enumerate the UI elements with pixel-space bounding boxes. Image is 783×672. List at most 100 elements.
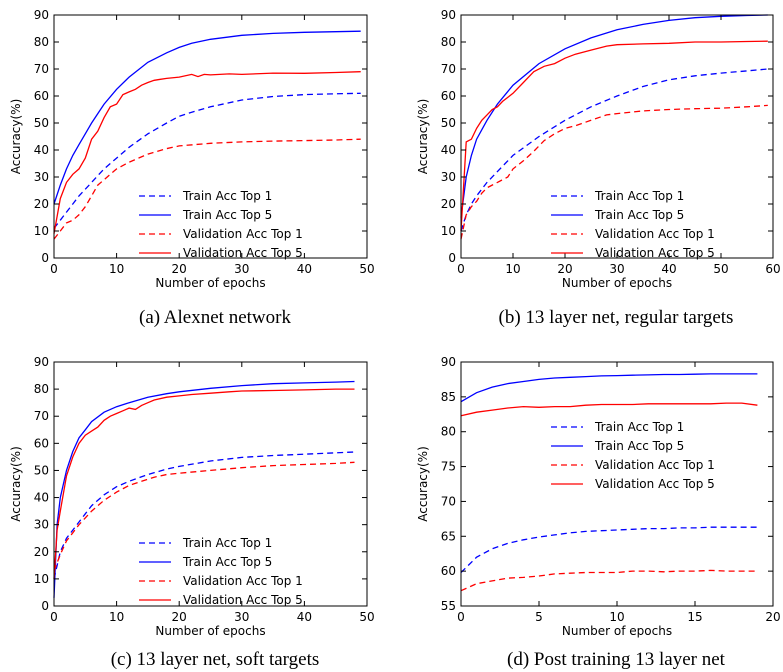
series-line-1: [460, 373, 758, 403]
x-tick-label: 20: [172, 610, 187, 624]
y-tick-label: 80: [34, 382, 49, 396]
y-tick-label: 0: [448, 251, 456, 265]
x-tick-label: 20: [172, 262, 187, 276]
legend-label-1: Train Acc Top 5: [182, 208, 272, 222]
series-line-1: [460, 14, 768, 218]
legend: Train Acc Top 1 Train Acc Top 5 Validation…: [551, 420, 715, 491]
legend-label-0: Train Acc Top 1: [182, 189, 272, 203]
x-tick-label: 30: [234, 262, 249, 276]
y-tick-label: 30: [34, 170, 49, 184]
legend-label-2: Validation Acc Top 1: [595, 227, 715, 241]
legend-label-3: Validation Acc Top 5: [595, 477, 715, 491]
series-line-3: [53, 71, 361, 234]
y-tick-label: 50: [34, 463, 49, 477]
y-tick-label: 20: [441, 197, 456, 211]
x-tick-label: 40: [297, 262, 312, 276]
x-tick-label: 0: [457, 262, 465, 276]
y-axis-label: Accuracy(%): [416, 446, 430, 522]
y-tick-label: 70: [34, 409, 49, 423]
legend-label-1: Train Acc Top 5: [182, 555, 272, 569]
y-tick-label: 30: [441, 170, 456, 184]
x-tick-label: 60: [765, 262, 780, 276]
legend-label-1: Train Acc Top 5: [594, 208, 684, 222]
legend-label-3: Validation Acc Top 5: [183, 593, 303, 607]
x-tick-label: 10: [609, 610, 624, 624]
panel-caption: (d) Post training 13 layer net: [507, 649, 726, 670]
x-tick-label: 10: [505, 262, 520, 276]
x-tick-label: 50: [359, 262, 374, 276]
series-line-3: [53, 388, 355, 579]
x-tick-label: 0: [50, 262, 58, 276]
y-tick-label: 50: [441, 116, 456, 130]
y-tick-label: 90: [441, 355, 456, 369]
y-tick-label: 30: [34, 518, 49, 532]
x-tick-label: 15: [687, 610, 702, 624]
y-axis-label: Accuracy(%): [9, 446, 23, 522]
y-tick-label: 60: [441, 564, 456, 578]
y-tick-label: 20: [34, 197, 49, 211]
series-line-0: [460, 526, 758, 573]
y-tick-label: 80: [441, 425, 456, 439]
y-tick-label: 50: [34, 116, 49, 130]
chart-panel-2: 0 10 20 30 40 50 0 10 20 30 40 50 60 70 80 90 Number of …: [9, 355, 375, 670]
legend-label-3: Validation Acc Top 5: [595, 246, 715, 260]
x-axis-label: Number of epochs: [155, 624, 265, 638]
legend-label-0: Train Acc Top 1: [594, 189, 684, 203]
y-tick-label: 70: [34, 62, 49, 76]
legend-label-2: Validation Acc Top 1: [183, 574, 303, 588]
legend-label-0: Train Acc Top 1: [182, 536, 272, 550]
x-tick-label: 0: [457, 610, 465, 624]
y-tick-label: 10: [34, 224, 49, 238]
y-tick-label: 60: [441, 89, 456, 103]
y-tick-label: 40: [441, 143, 456, 157]
series-line-0: [53, 451, 355, 580]
y-tick-label: 85: [441, 390, 456, 404]
x-tick-label: 30: [234, 610, 249, 624]
x-tick-label: 30: [609, 262, 624, 276]
y-tick-label: 80: [441, 35, 456, 49]
legend-label-0: Train Acc Top 1: [594, 420, 684, 434]
y-axis-label: Accuracy(%): [416, 99, 430, 175]
y-tick-label: 90: [441, 8, 456, 22]
chart-panel-0: 0 10 20 30 40 50 0 10 20 30 40 50 60 70 80 90 Number of …: [9, 8, 375, 328]
y-tick-label: 60: [34, 89, 49, 103]
y-tick-label: 0: [41, 599, 49, 613]
x-tick-label: 10: [109, 610, 124, 624]
y-tick-label: 20: [34, 545, 49, 559]
series-line-1: [53, 30, 361, 205]
x-axis-label: Number of epochs: [562, 624, 672, 638]
panel-caption: (c) 13 layer net, soft targets: [111, 649, 320, 670]
x-tick-label: 20: [557, 262, 572, 276]
y-axis-label: Accuracy(%): [9, 99, 23, 175]
series-line-2: [53, 461, 355, 572]
y-tick-label: 60: [34, 436, 49, 450]
series-line-1: [53, 380, 355, 598]
y-tick-label: 40: [34, 491, 49, 505]
series-line-2: [460, 569, 758, 592]
legend-label-1: Train Acc Top 5: [594, 439, 684, 453]
y-tick-label: 80: [34, 35, 49, 49]
chart-panel-3: 0 5 10 15 20 55 60 65 70 75 80 85 90 Number of epochs…: [416, 355, 781, 670]
y-tick-label: 65: [441, 529, 456, 543]
series-line-0: [460, 68, 768, 232]
series-line-3: [460, 402, 758, 417]
y-tick-label: 90: [34, 8, 49, 22]
y-tick-label: 10: [34, 572, 49, 586]
plot-frame: [53, 361, 368, 607]
series-line-0: [53, 92, 361, 229]
panel-caption: (b) 13 layer net, regular targets: [499, 307, 734, 328]
y-tick-label: 70: [441, 494, 456, 508]
legend: Train Acc Top 1 Train Acc Top 5 Validation…: [139, 189, 303, 260]
legend-label-3: Validation Acc Top 5: [183, 246, 303, 260]
x-tick-label: 5: [535, 610, 543, 624]
legend-label-2: Validation Acc Top 1: [595, 458, 715, 472]
series-line-3: [460, 40, 768, 232]
y-tick-label: 40: [34, 143, 49, 157]
y-tick-label: 0: [41, 251, 49, 265]
x-tick-label: 0: [50, 610, 58, 624]
x-tick-label: 20: [765, 610, 780, 624]
x-tick-label: 50: [713, 262, 728, 276]
x-axis-label: Number of epochs: [562, 276, 672, 290]
y-tick-label: 90: [34, 355, 49, 369]
